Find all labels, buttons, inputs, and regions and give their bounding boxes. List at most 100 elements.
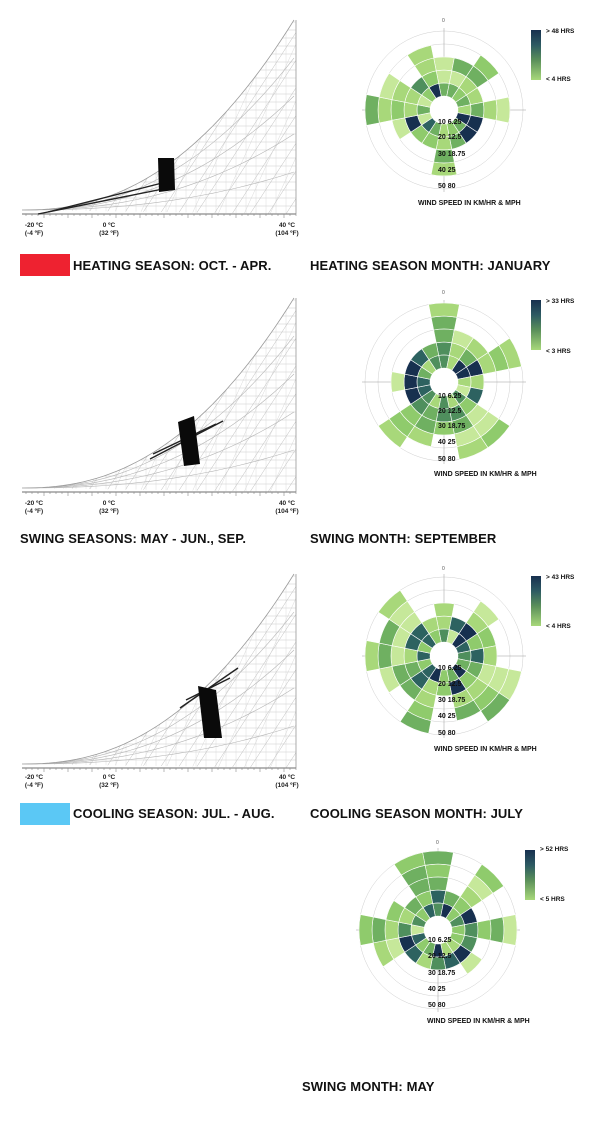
wind-caption: WIND SPEED IN KM/HR & MPH	[418, 200, 521, 207]
speed-label-2: 20 12.5	[438, 134, 462, 141]
rose-sector	[377, 642, 393, 670]
rose-sector	[390, 371, 406, 393]
rose-sector	[472, 600, 500, 628]
wind-rose-may	[356, 848, 520, 1012]
rose-sector	[421, 342, 440, 361]
rose-sector	[495, 96, 511, 124]
rose-sector	[421, 616, 440, 635]
rose-sector	[384, 919, 400, 941]
speed-label-5: 50 80	[438, 730, 456, 737]
compass-north-label: 0	[436, 840, 439, 846]
rose-sector	[390, 99, 406, 121]
rose-sector	[393, 852, 426, 876]
tick-0: 0 ºC (32 ºF)	[99, 500, 119, 515]
psychrometric-chart-swing	[18, 296, 300, 496]
psychrometric-chart-heating	[18, 18, 300, 218]
speed-label-1: 10 6.25	[438, 665, 462, 672]
rose-sector	[430, 161, 458, 177]
rose-sector	[390, 645, 406, 667]
rose-sector	[498, 337, 522, 370]
legend-high: > 33 HRS	[546, 298, 575, 305]
wind-caption: WIND SPEED IN KM/HR & MPH	[434, 746, 537, 753]
legend-low: < 4 HRS	[546, 623, 571, 630]
tick-40: 40 ºC (104 ºF)	[275, 222, 299, 237]
rose-sector	[433, 56, 455, 72]
month-title-may: SWING MONTH: MAY	[302, 1079, 435, 1094]
rose-sector	[358, 914, 374, 946]
legend-low: < 3 HRS	[546, 348, 571, 355]
speed-label-1: 10 6.25	[438, 393, 462, 400]
psychro-trend-line	[47, 181, 167, 213]
rose-sector	[364, 94, 380, 126]
rose-sector	[371, 916, 387, 944]
legend-low: < 4 HRS	[546, 76, 571, 83]
speed-label-3: 30 18.75	[438, 423, 466, 430]
speed-label-3: 30 18.75	[438, 697, 466, 704]
rose-sector	[482, 645, 498, 667]
rose-sector	[424, 863, 452, 879]
speed-label-4: 40 25	[428, 986, 446, 993]
speed-label-3: 30 18.75	[428, 970, 456, 977]
rose-sector	[427, 876, 449, 892]
month-title-july: COOLING SEASON MONTH: JULY	[310, 806, 524, 821]
legend-bar	[525, 850, 535, 900]
wind-caption: WIND SPEED IN KM/HR & MPH	[434, 471, 537, 478]
compass-north-label: 0	[442, 290, 445, 296]
speed-label-1: 10 6.25	[438, 119, 462, 126]
legend-low: < 5 HRS	[540, 896, 565, 903]
tick-minus20: -20 ºC (-4 ºF)	[24, 774, 44, 789]
speed-label-4: 40 25	[438, 439, 456, 446]
legend-bar	[531, 576, 541, 626]
rose-sector	[377, 589, 408, 620]
compass-north-label: 0	[442, 566, 445, 572]
rose-sector	[482, 99, 498, 121]
tick-40: 40 ºC (104 ºF)	[275, 500, 299, 515]
speed-label-4: 40 25	[438, 713, 456, 720]
speed-label-4: 40 25	[438, 167, 456, 174]
wind-caption: WIND SPEED IN KM/HR & MPH	[427, 1018, 530, 1025]
speed-label-2: 20 12.5	[438, 408, 462, 415]
legend-bar	[531, 300, 541, 350]
tick-minus20: -20 ºC (-4 ºF)	[24, 222, 44, 237]
speed-label-2: 20 12.5	[438, 681, 462, 688]
psychro-grid	[21, 573, 297, 772]
cooling-swatch	[20, 803, 70, 825]
rose-sector	[474, 863, 505, 894]
season-title-heating: HEATING SEASON: OCT. - APR.	[73, 258, 272, 273]
psychrometric-chart-cooling	[18, 572, 300, 772]
psychro-comfort-zone	[158, 158, 175, 192]
rose-sector	[502, 914, 518, 946]
compass-north-label: 0	[442, 18, 445, 24]
legend-high: > 48 HRS	[546, 28, 575, 35]
tick-0: 0 ºC (32 ºF)	[99, 222, 119, 237]
rose-sector	[406, 44, 435, 67]
speed-label-2: 20 12.5	[428, 953, 452, 960]
month-title-september: SWING MONTH: SEPTEMBER	[310, 531, 497, 546]
heating-swatch	[20, 254, 70, 276]
rose-sector	[430, 315, 458, 331]
rose-sector	[456, 436, 489, 460]
rose-sector	[433, 602, 455, 618]
rose-sector	[422, 850, 454, 866]
rose-sector	[364, 640, 380, 672]
wind-rose-july	[362, 574, 526, 738]
rose-sector	[480, 692, 511, 723]
wind-rose-september	[362, 300, 526, 464]
legend-high: > 52 HRS	[540, 846, 569, 853]
rose-sector	[399, 710, 432, 734]
month-title-january: HEATING SEASON MONTH: JANUARY	[310, 258, 551, 273]
psychro-comfort-zone	[178, 416, 200, 466]
rose-sector	[378, 72, 401, 101]
speed-label-5: 50 80	[428, 1002, 446, 1009]
rose-sector	[377, 96, 393, 124]
tick-0: 0 ºC (32 ºF)	[99, 774, 119, 789]
speed-label-5: 50 80	[438, 456, 456, 463]
rose-sector	[489, 916, 505, 944]
rose-sector	[476, 919, 492, 941]
rose-sector	[385, 900, 406, 923]
rose-sector	[453, 699, 482, 722]
speed-label-3: 30 18.75	[438, 151, 466, 158]
legend-high: > 43 HRS	[546, 574, 575, 581]
legend-bar	[531, 30, 541, 80]
wind-rose-january	[362, 28, 526, 192]
